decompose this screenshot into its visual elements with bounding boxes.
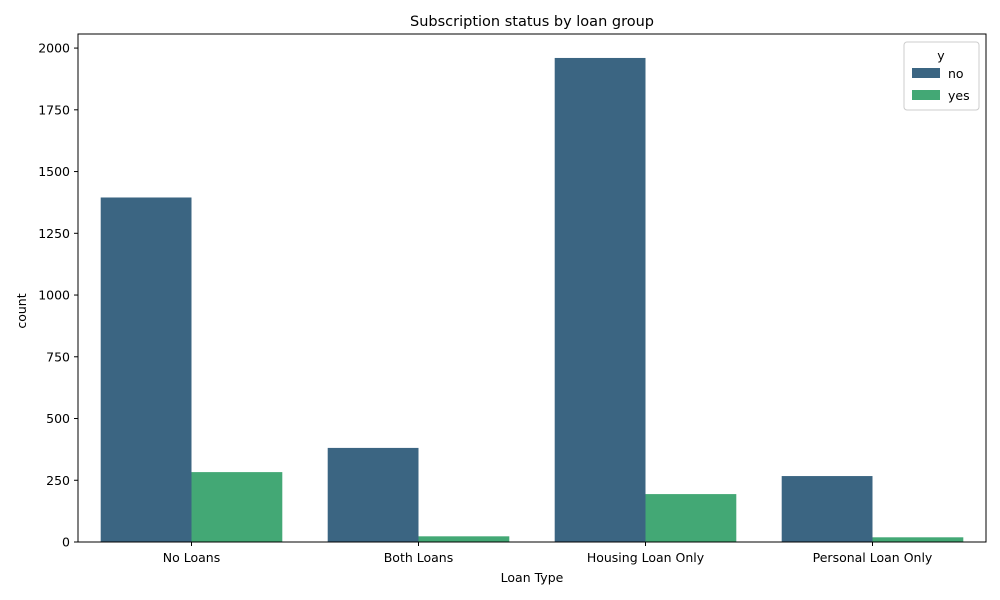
bar-yes-0	[191, 472, 283, 542]
legend-swatch-yes	[912, 90, 940, 100]
y-axis: 0 250 500 750 1000 1250 1500 1750 2000	[38, 41, 78, 550]
legend: y no yes	[903, 41, 980, 111]
x-axis-title: Loan Type	[501, 570, 564, 585]
legend-label-yes: yes	[948, 88, 970, 103]
y-tick-label: 1250	[38, 226, 70, 241]
plot-frame	[77, 33, 987, 543]
y-tick-label: 250	[46, 473, 70, 488]
x-tick-label: Housing Loan Only	[587, 550, 705, 565]
bar-no-2	[554, 57, 646, 543]
y-tick-label: 1750	[38, 102, 70, 117]
legend-title: y	[937, 48, 945, 63]
x-axis: No Loans Both Loans Housing Loan Only Perso…	[163, 542, 933, 565]
bar-yes-1	[418, 536, 510, 542]
y-tick-label: 500	[46, 411, 70, 426]
legend-label-no: no	[948, 66, 964, 81]
bar-no-1	[327, 447, 419, 542]
y-tick-label: 2000	[38, 41, 70, 56]
bar-yes-2	[645, 494, 737, 542]
x-tick-label: Both Loans	[384, 550, 454, 565]
bar-no-0	[100, 197, 192, 542]
x-tick-label: Personal Loan Only	[813, 550, 933, 565]
y-tick-label: 750	[46, 349, 70, 364]
bar-no-3	[781, 476, 873, 542]
chart-title: Subscription status by loan group	[410, 14, 654, 30]
y-tick-label: 1000	[38, 288, 70, 303]
x-tick-label: No Loans	[163, 550, 220, 565]
legend-entries: no yes	[912, 66, 970, 103]
y-tick-label: 0	[62, 535, 70, 550]
legend-swatch-no	[912, 68, 940, 78]
y-tick-label: 1500	[38, 164, 70, 179]
y-axis-title: count	[14, 293, 29, 328]
bars-group	[100, 57, 964, 543]
bar-yes-3	[872, 537, 964, 542]
